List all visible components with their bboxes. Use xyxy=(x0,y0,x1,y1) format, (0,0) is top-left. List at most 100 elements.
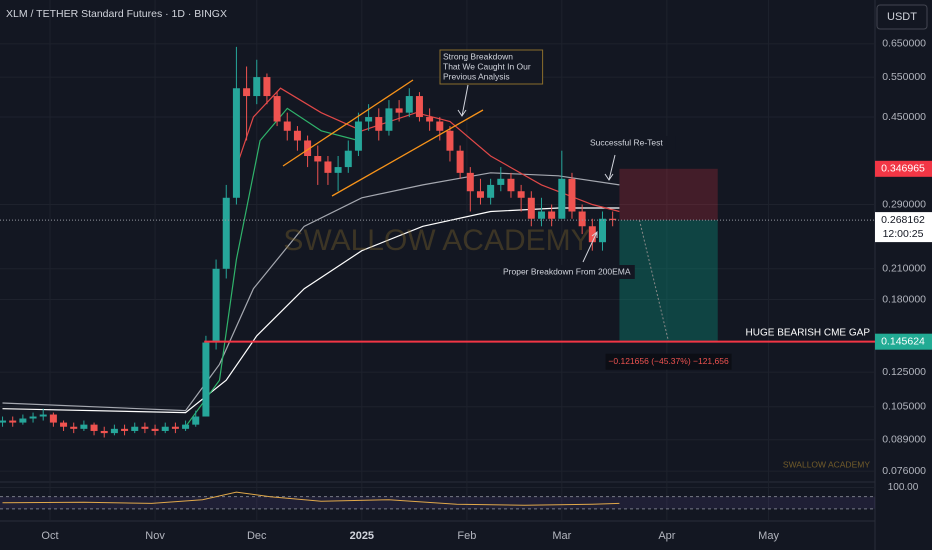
osc-tick-label: 100.00 xyxy=(888,482,919,493)
candle-body xyxy=(161,426,169,431)
candle-body xyxy=(375,117,383,131)
candle-body xyxy=(517,191,525,198)
candle-body xyxy=(426,117,434,122)
candle-body xyxy=(39,414,47,417)
candle-body xyxy=(29,416,37,419)
candle-body xyxy=(365,117,373,122)
candle-body xyxy=(100,430,108,434)
candle-body xyxy=(476,191,484,198)
price-tag-label: 0.145624 xyxy=(881,335,925,347)
candle-body xyxy=(334,167,342,173)
countdown: 12:00:25 xyxy=(883,228,924,240)
watermark: SWALLOW ACADEMY xyxy=(283,224,590,257)
annotation: Successful Re-Test xyxy=(590,137,663,147)
signature: SWALLOW ACADEMY xyxy=(783,459,870,469)
annotation-box xyxy=(587,136,676,150)
candle-body xyxy=(568,178,576,212)
annotation-box xyxy=(439,49,544,85)
position-path xyxy=(638,219,670,342)
y-tick-label: 0.180000 xyxy=(882,293,926,305)
candle-body xyxy=(273,96,281,122)
candle-body xyxy=(598,218,606,243)
candle-body xyxy=(131,426,139,431)
x-tick-label: Nov xyxy=(145,530,165,542)
x-tick-label: Oct xyxy=(41,530,58,542)
candle-body xyxy=(527,197,535,219)
y-tick-label: 0.290000 xyxy=(882,198,926,210)
candle-body xyxy=(548,211,556,219)
candle-body xyxy=(110,428,118,434)
candle-body xyxy=(588,226,596,243)
candle-body xyxy=(9,420,17,423)
arrow xyxy=(604,154,616,181)
y-tick-label: 0.450000 xyxy=(882,111,926,123)
candle-body xyxy=(60,422,68,427)
candle-body xyxy=(578,211,586,227)
target-zone xyxy=(619,220,718,342)
price-tag xyxy=(875,212,932,243)
candle-body xyxy=(354,121,362,151)
currency: USDT xyxy=(887,11,917,23)
candle-body xyxy=(202,342,210,417)
x-tick-label: May xyxy=(758,530,779,542)
chart-title: XLM / TETHER Standard Futures · 1D · BIN… xyxy=(6,8,227,20)
position-label: −0.121656 (−45.37%) −121,656 xyxy=(608,356,729,366)
currency-box[interactable] xyxy=(876,4,928,30)
candle-body xyxy=(344,150,352,168)
price-tag xyxy=(875,333,932,350)
candle-body xyxy=(121,428,129,431)
candle-body xyxy=(171,426,179,429)
main-pane: −0.121656 (−45.37%) −121,656 HUGE BEARISH… xyxy=(0,0,875,521)
candle-body xyxy=(151,428,159,431)
candle-body xyxy=(304,140,312,157)
x-tick-label: 2025 xyxy=(350,530,374,542)
candle-body xyxy=(324,161,332,173)
y-tick-label: 0.210000 xyxy=(882,263,926,275)
x-tick-label: Dec xyxy=(247,530,267,542)
candle-body xyxy=(558,178,566,219)
y-tick-label: 0.125000 xyxy=(882,366,926,378)
y-tick-label: 0.105000 xyxy=(882,401,926,413)
x-tick-label: Mar xyxy=(552,530,571,542)
candle-body xyxy=(456,150,464,173)
price-tag-label: 0.346965 xyxy=(881,163,925,175)
candle-body xyxy=(497,178,505,185)
y-tick-label: 0.089000 xyxy=(882,434,926,446)
y-tick-label: 0.550000 xyxy=(882,71,926,83)
candle-body xyxy=(49,414,57,423)
candle-body xyxy=(212,268,220,343)
osc-line xyxy=(2,491,620,506)
candle-body xyxy=(436,121,444,131)
candle-body xyxy=(253,77,261,97)
candle-body xyxy=(283,121,291,131)
x-tick-label: Apr xyxy=(658,530,675,542)
cme-gap-label: HUGE BEARISH CME GAP xyxy=(746,327,871,338)
price-tag xyxy=(875,160,932,177)
arrow xyxy=(582,230,598,263)
candle-body xyxy=(395,108,403,113)
price-tag-label: 0.268162 xyxy=(881,214,925,226)
channel-lower xyxy=(331,109,484,197)
candle-body xyxy=(232,88,240,198)
annotation-box xyxy=(500,265,635,279)
candle-body xyxy=(385,108,393,131)
candle-body xyxy=(293,130,301,141)
candle-body xyxy=(141,426,149,429)
candle-body xyxy=(80,424,88,429)
candle-body xyxy=(192,416,200,425)
channel-upper xyxy=(282,79,414,167)
candle-body xyxy=(487,184,495,198)
x-tick-label: Feb xyxy=(457,530,476,542)
arrow xyxy=(457,84,469,117)
candle-body xyxy=(70,426,78,429)
candle-body xyxy=(609,218,617,221)
candle-body xyxy=(222,197,230,269)
candle-body xyxy=(0,420,7,423)
position-label-box xyxy=(605,353,732,370)
candle-body xyxy=(90,424,98,431)
candle-body xyxy=(537,211,545,219)
candle-body xyxy=(263,77,271,97)
y-tick-label: 0.076000 xyxy=(882,465,926,477)
